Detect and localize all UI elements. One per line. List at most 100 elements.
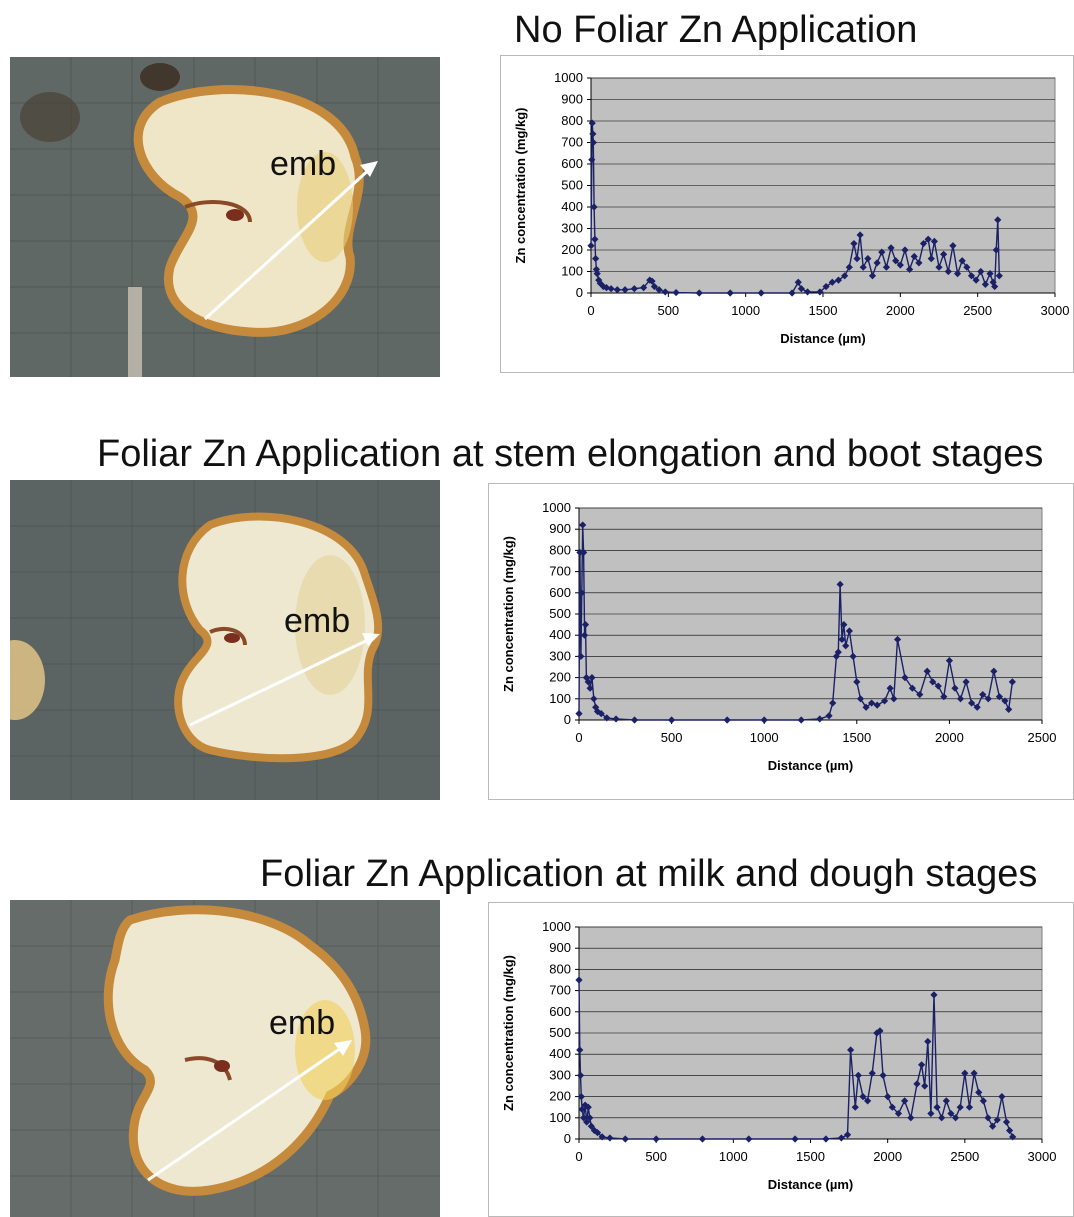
data-point (576, 1071, 585, 1079)
data-point (998, 1093, 1006, 1101)
data-point (913, 1080, 921, 1088)
data-point (935, 263, 943, 271)
data-point (853, 255, 861, 263)
data-point (893, 635, 902, 644)
data-point (650, 282, 659, 291)
data-point (583, 1118, 591, 1126)
data-point (584, 1103, 592, 1111)
data-point (888, 1103, 896, 1111)
data-point (578, 1105, 586, 1113)
y-tick-label: 200 (561, 242, 583, 257)
data-point (968, 699, 976, 707)
y-tick-label: 500 (549, 606, 571, 621)
y-tick-label: 1000 (554, 70, 583, 85)
embryo-label: emb (270, 145, 336, 183)
y-tick-label: 500 (549, 1025, 571, 1040)
data-point (961, 1069, 969, 1077)
data-point (995, 272, 1003, 280)
data-point (589, 130, 597, 138)
data-point (967, 272, 976, 280)
x-tick-label: 0 (575, 730, 582, 745)
y-tick-label: 0 (564, 712, 571, 727)
data-point (882, 263, 891, 271)
transect-arrow (189, 636, 373, 727)
data-point (695, 289, 703, 297)
data-point (942, 1097, 950, 1105)
data-point (841, 272, 849, 280)
y-tick-label: 800 (561, 113, 583, 128)
data-point (859, 263, 867, 271)
data-point (984, 1114, 992, 1122)
data-point (930, 237, 938, 245)
y-tick-label: 700 (549, 983, 571, 998)
data-point (884, 1093, 892, 1101)
y-axis-title: Zn concentration (mg/kg) (501, 536, 516, 692)
x-tick-label: 0 (587, 303, 594, 318)
x-tick-label: 2000 (873, 1149, 902, 1164)
data-point (965, 1103, 974, 1111)
y-axis-title: Zn concentration (mg/kg) (501, 955, 516, 1111)
data-point (994, 216, 1002, 224)
data-point (847, 1046, 855, 1054)
x-tick-label: 2000 (886, 303, 915, 318)
panel-2-chart-svg: 0 100 200 300 400 500 600 700 800 900 1000 0 500 1000… (501, 500, 1056, 773)
data-point (592, 703, 600, 711)
data-point (757, 289, 765, 297)
y-tick-label: 800 (549, 542, 571, 557)
arrow-head (360, 161, 378, 177)
data-point (591, 235, 599, 243)
data-point (907, 1114, 915, 1122)
data-point (862, 703, 870, 711)
x-tick-label: 1500 (809, 303, 838, 318)
data-point (845, 627, 853, 635)
data-point (934, 682, 942, 690)
y-tick-label: 1000 (542, 919, 571, 934)
data-point (901, 674, 909, 682)
y-tick-label: 100 (549, 691, 571, 706)
data-point (856, 231, 864, 239)
x-tick-label: 500 (661, 730, 683, 745)
data-point (951, 684, 959, 692)
data-point (953, 270, 962, 278)
data-point (956, 1103, 964, 1111)
data-point (906, 265, 914, 273)
panel-2-chart: 0 100 200 300 400 500 600 700 800 900 1000 0 500 1000… (488, 483, 1074, 800)
y-tick-label: 700 (561, 135, 583, 150)
data-point (760, 716, 768, 724)
data-point (586, 1114, 594, 1122)
data-point (840, 621, 848, 629)
data-point (977, 267, 985, 276)
data-point (825, 712, 833, 720)
x-tick-label: 1000 (731, 303, 760, 318)
y-tick-label: 100 (549, 1110, 571, 1125)
data-point (908, 684, 916, 692)
y-tick-label: 900 (549, 521, 571, 536)
data-point (901, 1097, 909, 1105)
data-point (597, 710, 605, 718)
arrow-head (334, 1040, 352, 1056)
transect-arrow (147, 1044, 345, 1182)
data-point (878, 248, 886, 256)
data-point (915, 259, 923, 267)
data-point (880, 697, 889, 705)
data-point (606, 1134, 614, 1142)
data-point (845, 263, 853, 271)
data-point (837, 1134, 845, 1142)
y-tick-label: 200 (549, 1089, 571, 1104)
data-point (924, 235, 932, 243)
panel-3-chart-svg: 0 100 200 300 400 500 600 700 800 900 1000 0 500 1000… (501, 919, 1057, 1192)
data-point (901, 246, 909, 254)
x-tick-label: 3000 (1028, 1149, 1057, 1164)
data-point (828, 278, 836, 286)
data-point (816, 715, 824, 723)
data-point (970, 1069, 978, 1077)
data-point (879, 1071, 887, 1079)
data-point (973, 703, 981, 711)
x-tick-label: 1000 (719, 1149, 748, 1164)
data-point (854, 1071, 862, 1079)
data-point (894, 1109, 903, 1118)
data-point (876, 1027, 884, 1035)
x-tick-label: 2500 (963, 303, 992, 318)
data-point (992, 246, 1000, 254)
data-point (598, 1133, 606, 1141)
